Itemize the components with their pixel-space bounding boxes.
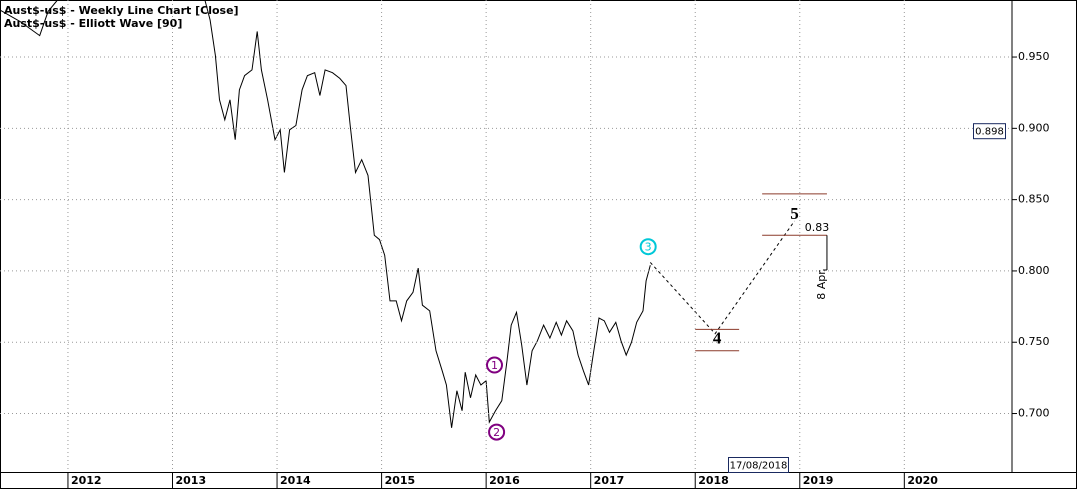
x-tick-label: 2018 xyxy=(698,474,729,487)
y-tick-label: 0.900 xyxy=(1018,121,1050,134)
target-label: 0.83 xyxy=(805,221,830,234)
wave-projection xyxy=(649,220,795,335)
x-tick-label: 2016 xyxy=(489,474,520,487)
date-box xyxy=(728,457,789,473)
y-tick-label: 0.850 xyxy=(1018,193,1050,206)
x-tick-label: 2012 xyxy=(71,474,102,487)
plot-area xyxy=(0,0,827,428)
chart-title: Aust$-us$ - Weekly Line Chart [Close] xyxy=(4,4,239,17)
wave-label: 2 xyxy=(493,426,500,439)
last-price-box xyxy=(973,123,1006,140)
x-tick-label: 2020 xyxy=(907,474,938,487)
y-tick-label: 0.800 xyxy=(1018,264,1050,277)
date-label: 17/08/2018 xyxy=(730,461,788,472)
chart-subtitle: Aust$-us$ - Elliott Wave [90] xyxy=(4,17,182,30)
wave-marker xyxy=(486,356,503,374)
x-tick-label: 2017 xyxy=(594,474,625,487)
wave-marker xyxy=(488,423,506,441)
last-price: 0.898 xyxy=(975,127,1004,138)
y-tick-label: 0.750 xyxy=(1018,335,1050,348)
price-line xyxy=(0,0,651,428)
wave-label: 4 xyxy=(713,328,722,347)
wave-label: 1 xyxy=(491,359,498,372)
y-tick-label: 0.700 xyxy=(1018,407,1050,420)
target-date: 8 Apr xyxy=(815,270,828,300)
wave-marker xyxy=(639,238,657,256)
wave-label: 5 xyxy=(790,204,799,223)
x-tick-label: 2015 xyxy=(385,474,416,487)
x-tick-label: 2014 xyxy=(280,474,311,487)
wave-label: 3 xyxy=(645,241,652,254)
y-tick-label: 0.950 xyxy=(1018,50,1050,63)
x-tick-label: 2019 xyxy=(803,474,834,487)
x-tick-label: 2013 xyxy=(176,474,207,487)
